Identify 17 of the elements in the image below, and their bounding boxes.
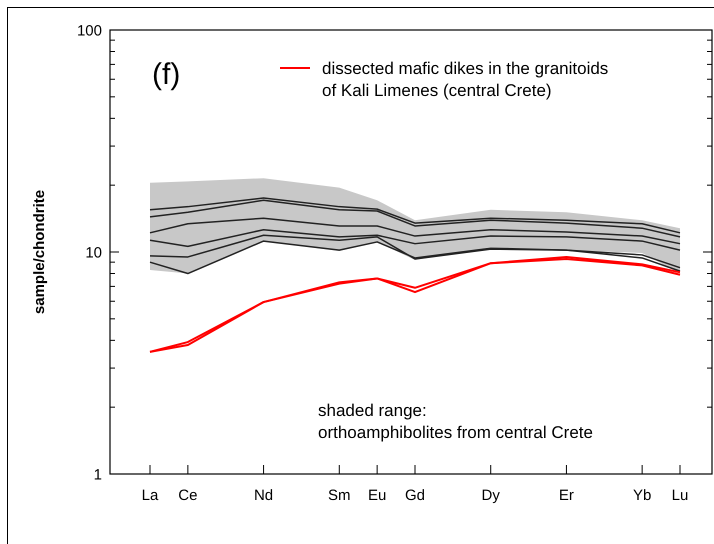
x-tick-label: Lu — [672, 487, 688, 504]
y-axis-title: sample/chondrite — [31, 190, 48, 314]
x-tick-label: Yb — [632, 487, 652, 504]
y-tick-label: 10 — [85, 244, 102, 262]
legend-label: dissected mafic dikes in the granitoids of Kali Limenes (central Crete) — [322, 59, 608, 100]
annotation: shaded range: orthoamphibolites from central Crete — [318, 401, 593, 442]
y-tick-label: 1 — [94, 466, 102, 484]
x-tick-label: Nd — [254, 487, 274, 504]
x-tick-label: Ce — [178, 487, 198, 504]
x-tick-label: La — [142, 487, 159, 504]
x-tick-label: Er — [558, 487, 574, 504]
y-tick-label: 100 — [76, 22, 102, 40]
x-tick-label: Eu — [368, 487, 386, 504]
x-tick-label: Dy — [482, 487, 500, 504]
x-tick-label: Gd — [404, 487, 426, 504]
annotation: (f) — [152, 58, 180, 91]
x-tick-label: Sm — [328, 487, 351, 504]
